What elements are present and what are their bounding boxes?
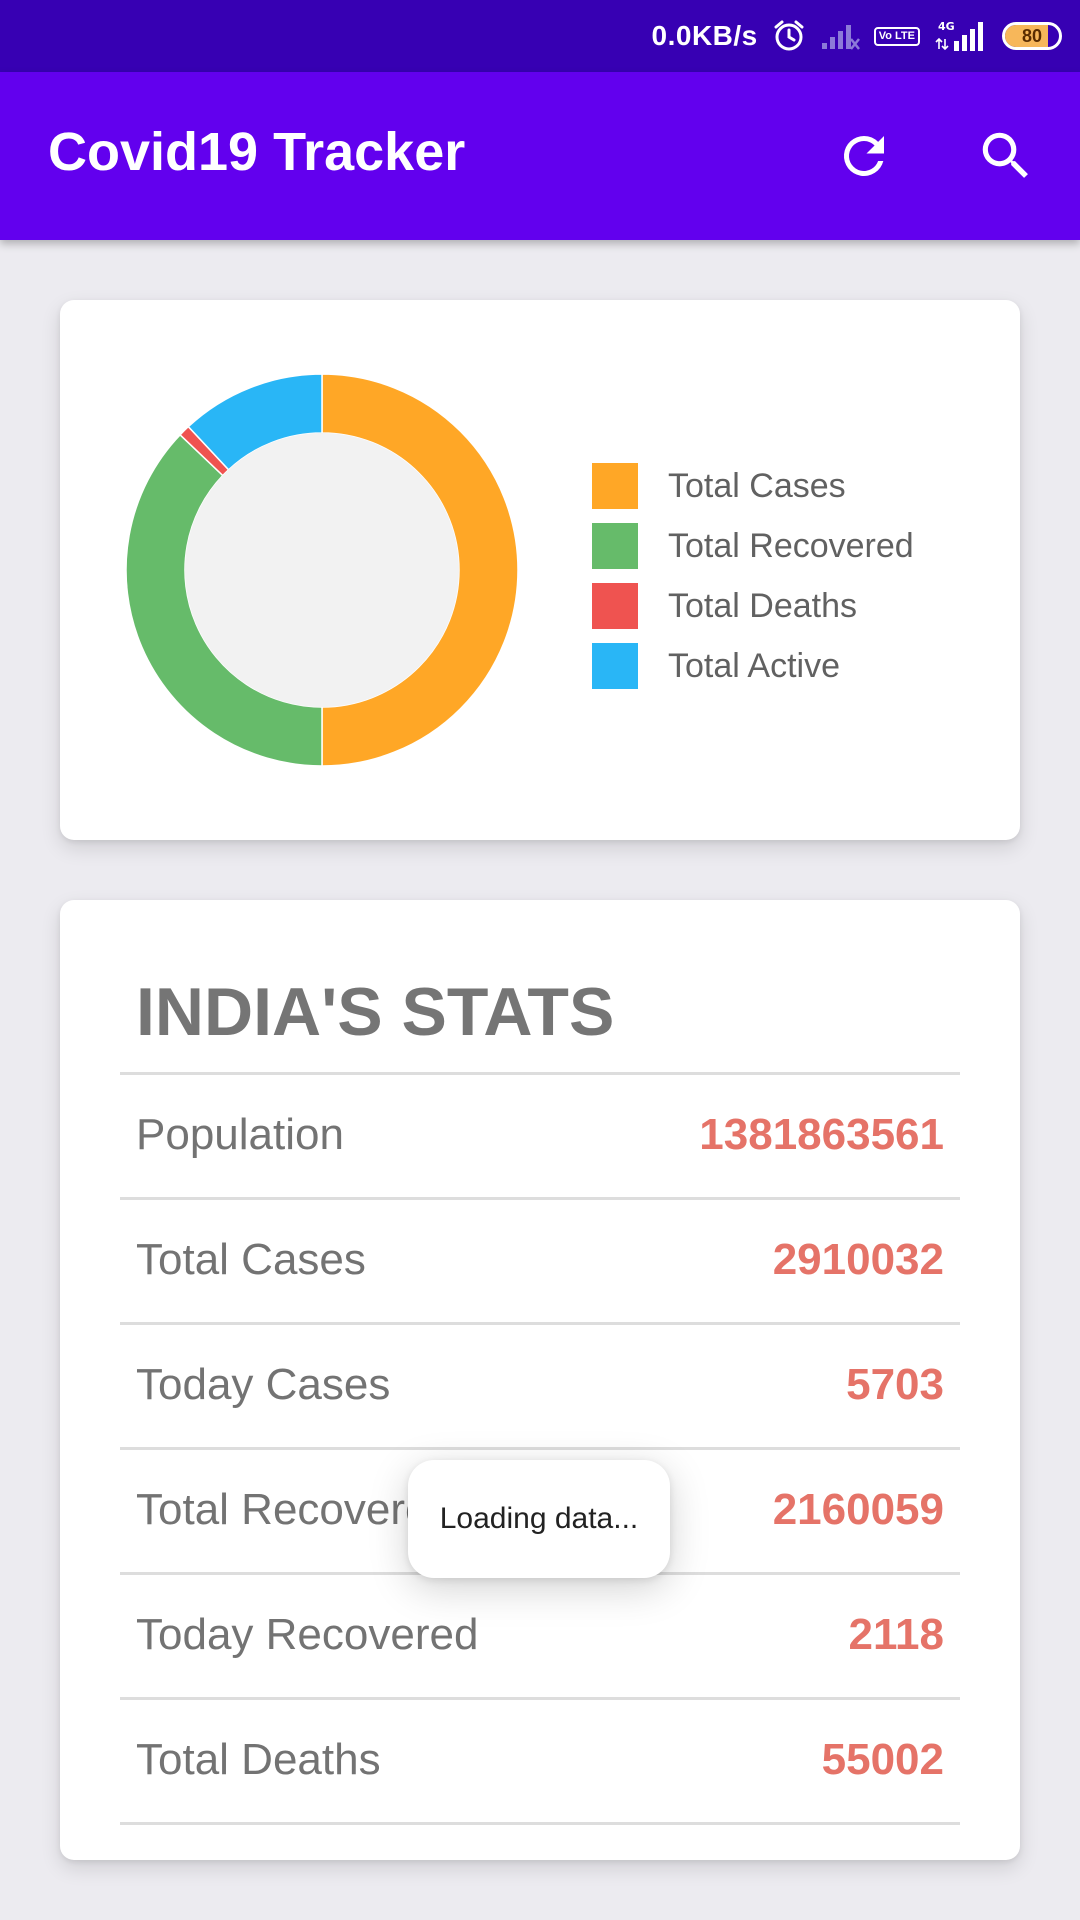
app-title: Covid19 Tracker bbox=[48, 122, 466, 182]
search-icon bbox=[982, 132, 1028, 178]
network-speed: 0.0KB/s bbox=[651, 20, 758, 51]
legend-label: Total Deaths bbox=[668, 586, 857, 625]
stats-row-total-recovered: Total Recovered 2160059 bbox=[120, 1450, 960, 1575]
stat-value: 2160059 bbox=[772, 1485, 944, 1534]
legend-item-total-active: Total Active bbox=[592, 636, 914, 696]
donut-chart bbox=[125, 373, 519, 767]
stat-value: 1381863561 bbox=[699, 1110, 944, 1159]
legend-swatch bbox=[592, 643, 638, 689]
legend-item-total-cases: Total Cases bbox=[592, 456, 914, 516]
loading-toast: Loading data... bbox=[408, 1460, 670, 1578]
volte-icon: Vo LTE bbox=[873, 26, 920, 46]
stats-table: Population 1381863561 Total Cases 291003… bbox=[120, 1072, 960, 1825]
stats-row-today-cases: Today Cases 5703 bbox=[120, 1325, 960, 1450]
stats-row-total-deaths: Total Deaths 55002 bbox=[120, 1700, 960, 1825]
chart-legend: Total Cases Total Recovered Total Deaths To… bbox=[592, 456, 914, 696]
stat-value: 55002 bbox=[821, 1735, 944, 1784]
stats-row-population: Population 1381863561 bbox=[120, 1075, 960, 1200]
refresh-button[interactable] bbox=[820, 112, 908, 200]
stat-label: Today Cases bbox=[136, 1360, 391, 1409]
battery-level: 80 bbox=[1021, 26, 1043, 46]
legend-item-total-deaths: Total Deaths bbox=[592, 576, 914, 636]
battery-icon: 80 bbox=[1002, 22, 1062, 50]
chart-card: Total Cases Total Recovered Total Deaths To… bbox=[60, 300, 1020, 840]
legend-swatch bbox=[592, 463, 638, 509]
stat-label: Total Cases bbox=[136, 1235, 366, 1284]
battery-fill bbox=[1005, 25, 1049, 47]
stat-label: Total Deaths bbox=[136, 1735, 381, 1784]
refresh-icon bbox=[843, 135, 884, 176]
legend-swatch bbox=[592, 583, 638, 629]
stat-value: 2910032 bbox=[772, 1235, 944, 1284]
stat-value: 2118 bbox=[848, 1610, 944, 1659]
stats-title: INDIA'S STATS bbox=[136, 974, 615, 1050]
stats-card: INDIA'S STATS Population 1381863561 Tota… bbox=[60, 900, 1020, 1860]
stat-label: Today Recovered bbox=[136, 1610, 479, 1659]
status-bar: 0.0KB/s Vo LTE 4G bbox=[0, 0, 1080, 72]
alarm-icon bbox=[772, 19, 806, 53]
donut-slice-total-active bbox=[187, 373, 323, 471]
network-type-label: 4G bbox=[938, 20, 955, 33]
legend-item-total-recovered: Total Recovered bbox=[592, 516, 914, 576]
legend-label: Total Recovered bbox=[668, 526, 914, 565]
donut-hole bbox=[185, 433, 459, 707]
status-indicators: 0.0KB/s Vo LTE 4G bbox=[652, 0, 1062, 72]
stat-label: Total Recovered bbox=[136, 1485, 454, 1534]
stat-value: 5703 bbox=[846, 1360, 944, 1409]
stats-row-today-recovered: Today Recovered 2118 bbox=[120, 1575, 960, 1700]
legend-swatch bbox=[592, 523, 638, 569]
search-button[interactable] bbox=[962, 112, 1050, 200]
signal-muted-icon bbox=[820, 21, 860, 51]
stat-label: Population bbox=[136, 1110, 344, 1159]
signal-4g-icon: 4G bbox=[934, 19, 988, 53]
legend-label: Total Cases bbox=[668, 466, 846, 505]
legend-label: Total Active bbox=[668, 646, 840, 685]
app-bar: Covid19 Tracker bbox=[0, 72, 1080, 240]
stats-row-total-cases: Total Cases 2910032 bbox=[120, 1200, 960, 1325]
